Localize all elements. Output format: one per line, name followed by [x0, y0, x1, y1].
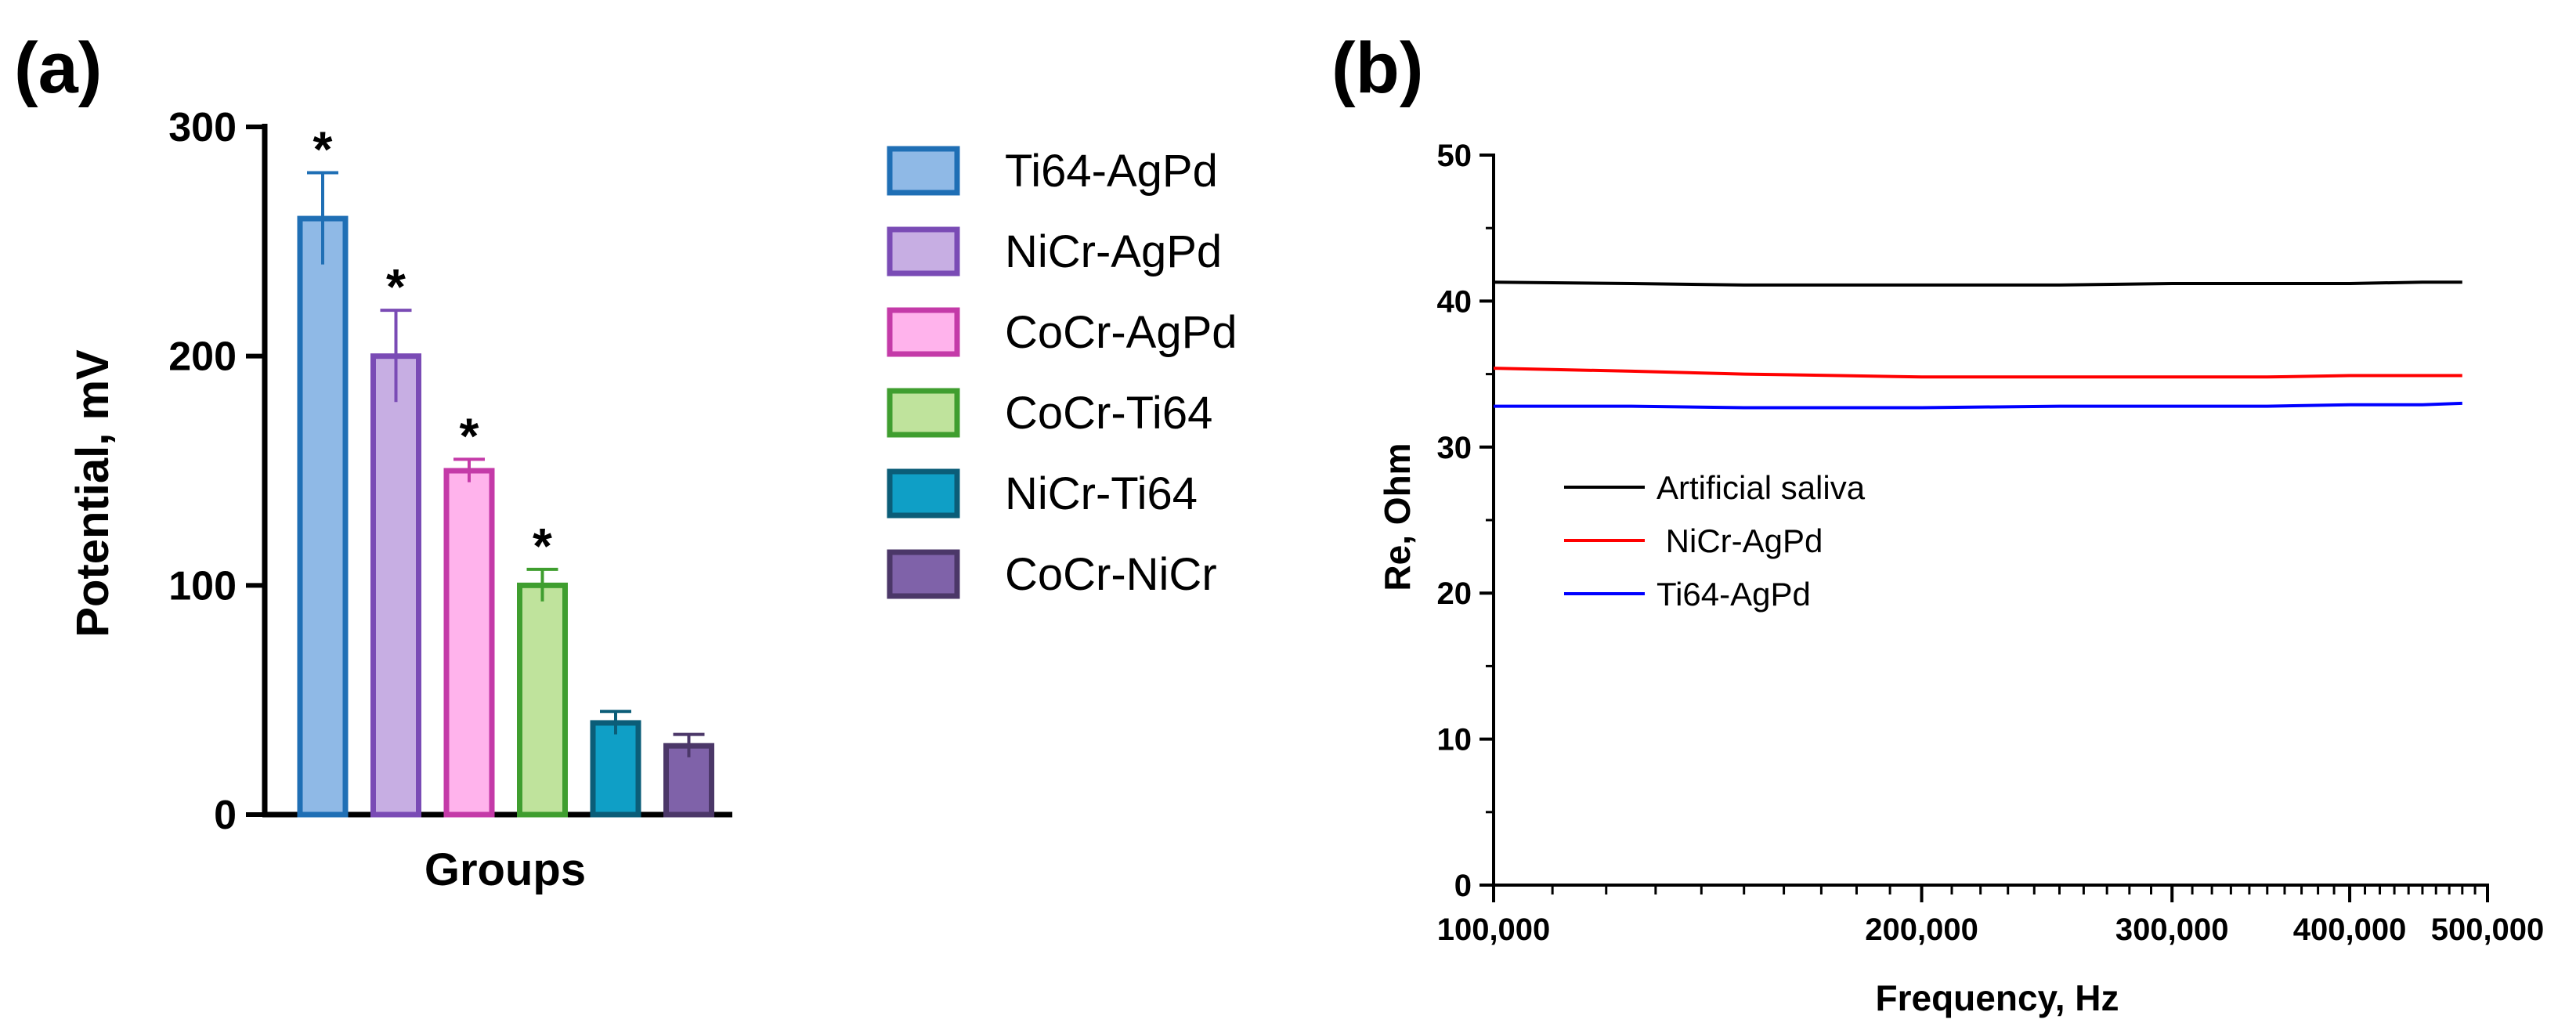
panel-a-y-tick-labels: 0 100 200 300: [168, 105, 237, 838]
y-tick-label: 20: [1437, 576, 1472, 611]
legend-swatch: [887, 549, 960, 599]
bar-nicr-agpd: [370, 353, 421, 818]
significance-star: *: [313, 121, 333, 178]
panel-b-label: (b): [1331, 28, 1423, 108]
legend-label: Ti64-AgPd: [1657, 576, 1811, 613]
series-line-1: [1493, 367, 2462, 379]
legend-label: CoCr-AgPd: [1005, 307, 1237, 358]
bar-cocr-ti64: [517, 582, 568, 818]
legend-label: NiCr-Ti64: [1005, 468, 1198, 519]
y-tick-label: 0: [1454, 869, 1472, 903]
panel-a-error-bars: [307, 171, 705, 757]
legend-label: CoCr-NiCr: [1005, 549, 1217, 600]
legend-swatch: [887, 226, 960, 276]
legend-label: Ti64-AgPd: [1005, 146, 1218, 197]
panel-a-y-axis-label: Potential, mV: [67, 349, 118, 638]
legend-label: CoCr-Ti64: [1005, 388, 1212, 439]
panel-b-axes: [1479, 154, 2489, 902]
bar-cocr-agpd: [443, 468, 495, 818]
y-tick-label: 10: [1437, 723, 1472, 757]
y-tick-label: 40: [1437, 284, 1472, 319]
panel-b-line-chart: (b) 0 10 20 30 40 50 100,000 200,000 300,000 400…: [1331, 28, 2544, 1018]
x-tick-label: 200,000: [1865, 913, 1978, 947]
y-tick-label: 100: [168, 563, 237, 609]
legend-swatch: [887, 307, 960, 357]
legend-label: NiCr-AgPd: [1005, 226, 1222, 277]
panel-a-significance-marks: * * * *: [313, 121, 553, 574]
series-line-0: [1493, 280, 2462, 287]
panel-a-label: (a): [14, 28, 102, 108]
panel-b-legend: Artificial saliva NiCr-AgPd Ti64-AgPd: [1564, 469, 1866, 613]
legend-label: NiCr-AgPd: [1657, 522, 1823, 559]
y-tick-label: 200: [168, 334, 237, 380]
panel-a-bars: [297, 215, 714, 818]
y-tick-label: 300: [168, 105, 237, 150]
bar-ti64-agpd: [297, 215, 349, 818]
bar-nicr-ti64: [590, 720, 641, 818]
legend-swatch: [887, 468, 960, 519]
y-tick-label: 0: [214, 793, 237, 838]
panel-b-y-axis-label: Re, Ohm: [1377, 443, 1418, 591]
panel-b-series-lines: [1493, 280, 2462, 410]
significance-star: *: [460, 407, 479, 464]
series-line-2: [1494, 401, 2462, 410]
significance-star: *: [533, 518, 552, 574]
legend-label: Artificial saliva: [1657, 469, 1866, 506]
y-tick-label: 30: [1437, 431, 1472, 465]
significance-star: *: [386, 258, 406, 315]
x-tick-label: 500,000: [2431, 913, 2545, 947]
panel-b-x-tick-labels: 100,000 200,000 300,000 400,000 500,000: [1437, 913, 2545, 947]
panel-a-legend: Ti64-AgPd NiCr-AgPd CoCr-AgPd CoCr-Ti64 NiCr…: [887, 146, 1237, 600]
panel-b-y-tick-labels: 0 10 20 30 40 50: [1437, 139, 1472, 903]
x-tick-label: 300,000: [2115, 913, 2229, 947]
panel-b-x-axis-label: Frequency, Hz: [1876, 978, 2119, 1018]
legend-swatch: [887, 388, 960, 438]
x-tick-label: 100,000: [1437, 913, 1551, 947]
y-tick-label: 50: [1437, 139, 1472, 173]
x-tick-label: 400,000: [2293, 913, 2407, 947]
legend-swatch: [887, 146, 960, 196]
panel-a-x-axis-label: Groups: [425, 844, 586, 895]
panel-a-bar-chart: (a) * * * * 0 100 200 300 Potential, mV Groups…: [14, 28, 1237, 895]
